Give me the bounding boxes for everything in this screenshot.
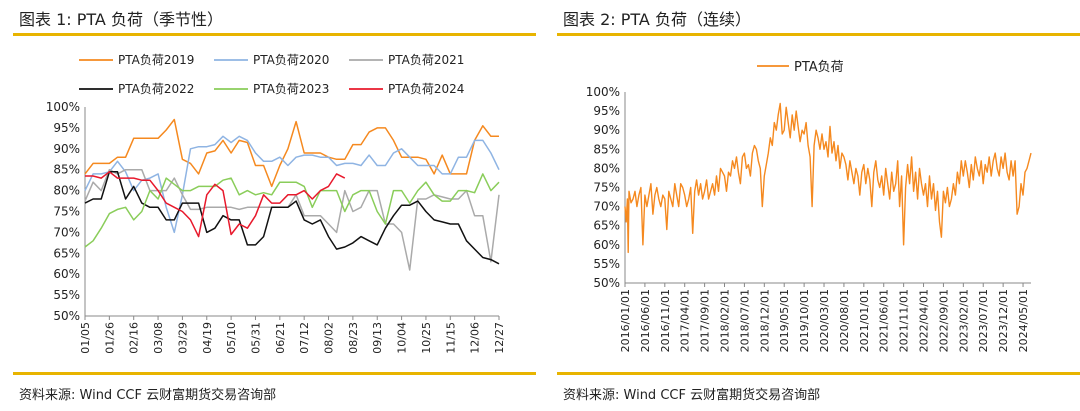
y-tick-label: 90% <box>53 142 80 156</box>
legend-label-1: PTA负荷2019 <box>118 53 194 67</box>
figure-1-panel: 图表 1: PTA 负荷（季节性） PTA负荷2019 PTA负荷2020 PTA负… <box>13 0 536 411</box>
figure-2-source: 资料来源: Wind CCF 云财富期货交易咨询部 <box>563 388 821 403</box>
legend-label: PTA负荷 <box>794 60 844 75</box>
x-tick-label: 02/16 <box>128 322 141 354</box>
y-tick-label: 100% <box>586 85 620 99</box>
x-tick-label: 2022/04/01 <box>918 289 931 352</box>
y-tick-label: 75% <box>53 205 80 219</box>
x-tick-label: 2021/01/01 <box>858 289 871 352</box>
x-tick-label: 2023/02/01 <box>957 289 970 352</box>
x-tick-label: 04/19 <box>201 322 214 354</box>
y-tick-label: 50% <box>53 309 80 323</box>
x-tick-label: 2017/04/01 <box>679 289 692 352</box>
x-tick-label: 2021/06/01 <box>878 289 891 352</box>
x-tick-label: 2023/07/01 <box>977 289 990 352</box>
x-tick-label: 03/29 <box>176 322 189 354</box>
x-tick-label: 12/27 <box>493 322 506 354</box>
series-line-PTA负荷2019 <box>84 118 499 188</box>
x-tick-label: 10/25 <box>420 322 433 354</box>
figure-2-title: 图表 2: PTA 负荷（连续） <box>563 10 751 29</box>
y-tick-label: 70% <box>593 200 620 214</box>
y-tick-label: 50% <box>593 276 620 290</box>
x-tick-label: 2018/07/01 <box>738 289 751 352</box>
x-tick-label: 2018/12/01 <box>758 289 771 352</box>
seasonal-load-chart: PTA负荷2019 PTA负荷2020 PTA负荷2021 PTA负荷2022 PTA负… <box>46 53 506 354</box>
x-tick-label: 05/10 <box>225 322 238 354</box>
y-tick-label: 55% <box>593 257 620 271</box>
series-line-PTA负荷2021 <box>84 168 500 271</box>
x-tick-label: 01/26 <box>103 322 116 354</box>
figure-1-title: 图表 1: PTA 负荷（季节性） <box>19 10 223 29</box>
x-tick-label: 2016/06/01 <box>639 289 652 352</box>
x-tick-label: 03/08 <box>152 322 165 354</box>
x-tick-label: 12/06 <box>469 322 482 354</box>
x-tick-label: 08/02 <box>323 322 336 354</box>
series-line-PTA负荷2023 <box>84 173 500 248</box>
x-tick-label: 2020/03/01 <box>818 289 831 352</box>
y-tick-label: 95% <box>593 104 620 118</box>
y-tick-label: 60% <box>593 238 620 252</box>
legend-label-4: PTA负荷2022 <box>118 82 194 96</box>
y-tick-label: 65% <box>593 219 620 233</box>
y-tick-label: 55% <box>53 288 80 302</box>
x-tick-label: 01/05 <box>79 322 92 354</box>
figure-1-top-rule <box>13 33 536 36</box>
y-tick-label: 60% <box>53 267 80 281</box>
y-tick-label: 85% <box>53 163 80 177</box>
x-tick-label: 11/15 <box>444 322 457 354</box>
x-tick-label: 2016/11/01 <box>659 289 672 352</box>
legend-label-2: PTA负荷2020 <box>253 53 329 67</box>
y-tick-label: 75% <box>593 181 620 195</box>
y-tick-label: 100% <box>46 100 80 114</box>
x-tick-label: 09/13 <box>371 322 384 354</box>
figure-1-source: 资料来源: Wind CCF 云财富期货交易咨询部 <box>19 388 277 403</box>
series-line-PTA负荷2020 <box>84 135 500 234</box>
x-tick-label: 2020/08/01 <box>838 289 851 352</box>
series-line-PTA负荷2022 <box>84 171 500 265</box>
x-tick-label: 2023/12/01 <box>997 289 1010 352</box>
legend-label-3: PTA负荷2021 <box>388 53 464 67</box>
legend-label-6: PTA负荷2024 <box>388 82 464 96</box>
legend-label-5: PTA负荷2023 <box>253 82 329 96</box>
y-tick-label: 70% <box>53 225 80 239</box>
figure-2-bottom-rule <box>557 372 1080 375</box>
x-tick-label: 2016/01/01 <box>619 289 632 352</box>
x-tick-label: 2021/11/01 <box>898 289 911 352</box>
figure-1-bottom-rule <box>13 372 536 375</box>
x-tick-label: 2019/05/01 <box>778 289 791 352</box>
y-tick-label: 80% <box>593 161 620 175</box>
x-tick-label: 05/31 <box>249 322 262 354</box>
x-tick-label: 2018/02/01 <box>719 289 732 352</box>
x-tick-label: 07/12 <box>298 322 311 354</box>
y-tick-label: 80% <box>53 184 80 198</box>
series-line-PTA负荷2024 <box>85 171 346 238</box>
figure-2-panel: 图表 2: PTA 负荷（连续） PTA负荷 100% 95% 90% 85% 80% 75… <box>557 0 1080 411</box>
y-tick-label: 65% <box>53 246 80 260</box>
x-tick-label: 2022/09/01 <box>937 289 950 352</box>
figure-2-top-rule <box>557 33 1080 36</box>
y-tick-label: 90% <box>593 123 620 137</box>
series-line-pta-load <box>624 102 1032 254</box>
x-tick-label: 2017/09/01 <box>699 289 712 352</box>
x-tick-label: 2019/10/01 <box>798 289 811 352</box>
continuous-load-chart: PTA负荷100%95%90%85%80%75%70%65%60%55%50%2… <box>586 60 1032 352</box>
y-tick-label: 85% <box>593 142 620 156</box>
x-tick-label: 08/23 <box>347 322 360 354</box>
x-tick-label: 10/04 <box>396 322 409 354</box>
x-tick-label: 2024/05/01 <box>1017 289 1030 352</box>
x-tick-label: 06/21 <box>274 322 287 354</box>
y-tick-label: 95% <box>53 121 80 135</box>
